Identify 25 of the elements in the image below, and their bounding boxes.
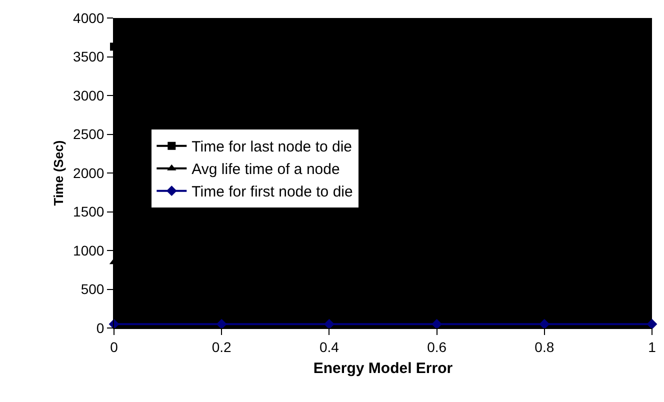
x-tick-label: 1 [648,338,656,355]
point [539,318,550,330]
x-tick-label: 0.2 [212,338,232,355]
legend-label: Avg life time of a node [192,161,340,178]
y-tick-label: 1500 [73,204,104,220]
x-tick-label: 0 [110,338,118,355]
y-tick-label: 3000 [73,87,104,104]
y-tick-label: 2500 [73,126,104,142]
point [216,318,227,330]
legend-label: Time for first node to die [192,184,353,201]
legend-label: Time for last node to die [192,138,352,156]
x-axis-title: Energy Model Error [313,360,453,377]
x-tick-label: 0.6 [427,338,447,355]
point [646,318,658,330]
y-tick-label: 3500 [73,48,104,65]
point [324,318,334,330]
y-tick-label: 1000 [73,242,104,258]
x-tick-label: 0.4 [319,338,340,355]
x-tick-label: 0.8 [534,338,554,355]
point [432,318,442,330]
y-tick-label: 500 [80,281,104,298]
y-tick-label: 2000 [73,164,104,181]
y-axis-title: Time (Sec) [50,140,66,206]
y-tick-label: 0 [96,320,104,336]
y-tick-label: 4000 [73,10,104,26]
